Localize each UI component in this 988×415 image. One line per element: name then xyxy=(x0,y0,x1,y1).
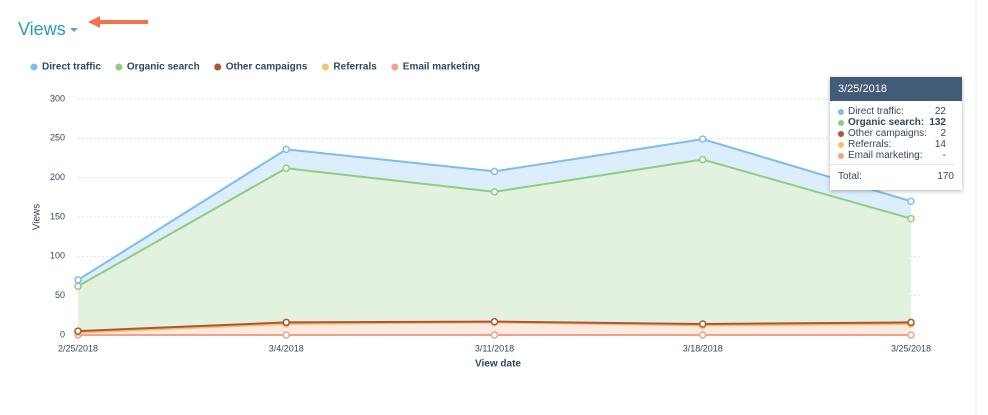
y-tick-label: 300 xyxy=(50,93,65,103)
tooltip-label: Referrals: xyxy=(848,139,892,150)
tooltip-row: Email marketing: - xyxy=(830,150,954,161)
dropdown-caret[interactable] xyxy=(70,28,78,32)
legend-swatch xyxy=(214,63,222,71)
tooltip-value: - xyxy=(942,150,946,161)
tooltip-label: Direct traffic: xyxy=(848,106,904,117)
tooltip-value: 14 xyxy=(934,139,946,150)
point xyxy=(490,188,499,196)
tooltip-dot xyxy=(838,141,844,148)
tooltip-row: Direct traffic: 22 xyxy=(830,106,954,117)
legend-label: Organic search xyxy=(127,62,200,73)
tooltip-label: Organic search: xyxy=(848,117,925,128)
tooltip-label: Email marketing: xyxy=(848,150,923,161)
tooltip-total-value: 170 xyxy=(937,171,954,182)
point xyxy=(74,276,82,284)
legend-label: Other campaigns xyxy=(226,62,308,73)
point xyxy=(282,164,290,172)
point xyxy=(282,331,290,339)
point xyxy=(699,320,707,328)
x-tick-label: 2/25/2018 xyxy=(58,343,98,353)
point xyxy=(907,318,915,327)
point xyxy=(74,327,82,335)
legend-swatch xyxy=(115,63,123,71)
y-tick-label: 50 xyxy=(55,290,65,300)
x-tick-label: 3/4/2018 xyxy=(269,343,304,353)
point xyxy=(907,214,915,223)
point xyxy=(282,145,290,154)
point xyxy=(490,317,499,326)
point xyxy=(907,197,915,206)
area xyxy=(78,159,911,332)
y-axis-label: Views xyxy=(32,204,43,231)
tooltip-total: Total: 170 xyxy=(830,165,962,190)
tooltip-date: 3/25/2018 xyxy=(830,77,962,101)
y-tick-label: 0 xyxy=(60,329,65,339)
x-tick-label: 3/11/2018 xyxy=(475,343,514,353)
point xyxy=(699,135,707,143)
pointer-arrow xyxy=(88,16,148,28)
point xyxy=(490,167,499,176)
y-tick-label: 100 xyxy=(50,251,65,261)
tooltip-row: Referrals: 14 xyxy=(830,139,954,150)
legend-swatch xyxy=(30,63,38,71)
tooltip-value: 132 xyxy=(929,117,946,128)
x-axis-label: View date xyxy=(475,359,521,370)
point xyxy=(699,155,707,164)
legend-label: Referrals xyxy=(333,62,377,73)
x-tick-label: 3/18/2018 xyxy=(683,343,723,353)
tooltip-dot xyxy=(838,130,844,137)
chart-title[interactable]: Views xyxy=(18,19,66,39)
tooltip-row: Organic search: 132 xyxy=(830,117,954,128)
tooltip-dot xyxy=(838,152,844,159)
x-tick-label: 3/25/2018 xyxy=(891,343,931,353)
tooltip: 3/25/2018 Direct traffic: 22 Organic searc… xyxy=(830,77,962,190)
tooltip-value: 2 xyxy=(940,128,946,139)
legend-swatch xyxy=(321,63,329,71)
legend-label: Email marketing xyxy=(403,62,480,73)
tooltip-value: 22 xyxy=(934,106,946,117)
tooltip-total-label: Total: xyxy=(838,171,862,182)
y-tick-label: 200 xyxy=(50,172,65,182)
tooltip-label: Other campaigns: xyxy=(848,128,927,139)
tooltip-dot xyxy=(838,119,844,126)
tooltip-row: Other campaigns: 2 xyxy=(830,128,954,139)
point xyxy=(907,331,915,339)
legend-swatch xyxy=(391,63,399,71)
legend-label: Direct traffic xyxy=(42,62,101,73)
point xyxy=(699,331,707,339)
point xyxy=(282,318,290,327)
point xyxy=(74,282,82,290)
y-tick-label: 250 xyxy=(50,133,65,143)
tooltip-dot xyxy=(838,108,844,115)
y-tick-label: 150 xyxy=(50,211,65,221)
point xyxy=(490,331,499,339)
